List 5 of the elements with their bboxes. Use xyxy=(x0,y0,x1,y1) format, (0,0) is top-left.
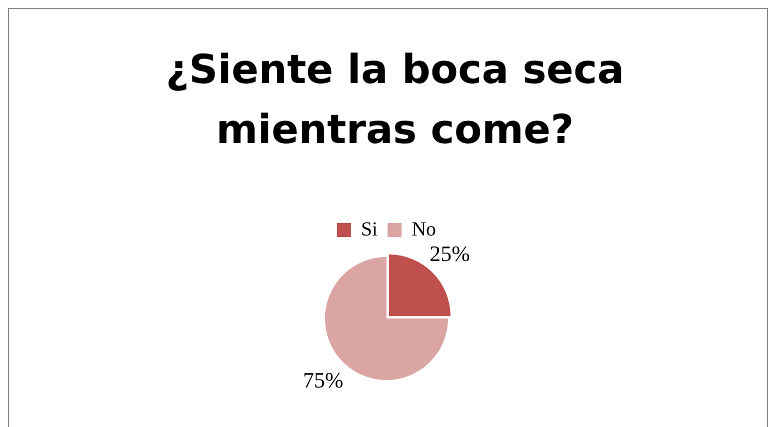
data-label: 25% xyxy=(430,240,470,266)
data-label: 75% xyxy=(303,368,344,393)
legend-label: Si xyxy=(360,218,378,240)
chart-title: ¿Siente la boca seca mientras come? xyxy=(164,46,626,155)
legend-label: No xyxy=(412,218,436,240)
